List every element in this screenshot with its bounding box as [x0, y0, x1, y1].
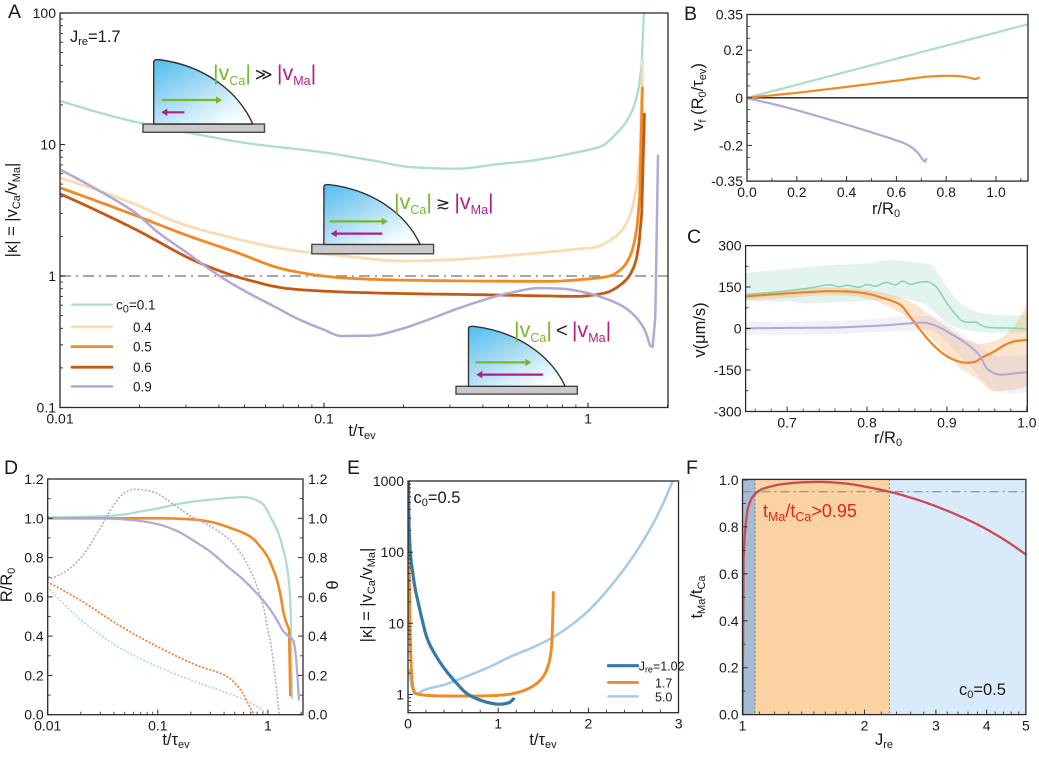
svg-text:|vCa|<|vMa|: |vCa| < |vMa|: [514, 318, 611, 345]
svg-text:R/R0: R/R0: [0, 568, 18, 603]
svg-text:0.8: 0.8: [308, 550, 328, 566]
svg-text:r/R0: r/R0: [874, 429, 902, 449]
svg-text:5: 5: [1022, 718, 1030, 734]
svg-text:3: 3: [675, 716, 683, 732]
svg-text:|κ| = |vCa/vMa|: |κ| = |vCa/vMa|: [358, 548, 378, 643]
svg-text:0.0: 0.0: [24, 707, 44, 723]
svg-text:0: 0: [734, 321, 742, 337]
svg-text:Jre=1.7: Jre=1.7: [70, 28, 121, 48]
svg-text:0.2: 0.2: [719, 660, 739, 676]
svg-text:0.6: 0.6: [719, 566, 739, 582]
svg-text:0.4: 0.4: [133, 320, 152, 335]
svg-text:F: F: [686, 457, 698, 479]
svg-text:0.8: 0.8: [719, 519, 739, 535]
svg-text:|κ| = |vCa/vMa|: |κ| = |vCa/vMa|: [3, 163, 23, 258]
svg-text:0.5: 0.5: [133, 340, 152, 355]
svg-text:0.1: 0.1: [37, 400, 57, 416]
svg-text:0.8: 0.8: [936, 184, 956, 200]
svg-text:100: 100: [33, 5, 57, 21]
svg-text:1.7: 1.7: [655, 676, 672, 690]
svg-text:-0.35: -0.35: [711, 173, 743, 189]
svg-text:1: 1: [48, 268, 56, 284]
svg-text:1000: 1000: [373, 473, 404, 489]
svg-text:tMa/tCa>0.95: tMa/tCa>0.95: [763, 501, 857, 524]
svg-text:0.1: 0.1: [148, 718, 168, 734]
svg-text:E: E: [347, 457, 360, 479]
svg-text:10: 10: [40, 137, 56, 153]
svg-text:0.6: 0.6: [887, 184, 907, 200]
svg-text:0.4: 0.4: [837, 184, 857, 200]
svg-text:0.6: 0.6: [133, 360, 152, 375]
svg-text:-300: -300: [714, 404, 742, 420]
svg-text:1: 1: [396, 687, 404, 703]
svg-text:0.2: 0.2: [24, 667, 44, 683]
svg-text:1.0: 1.0: [1017, 415, 1037, 431]
svg-text:0.01: 0.01: [34, 718, 61, 734]
svg-text:5.0: 5.0: [655, 690, 672, 704]
svg-text:2: 2: [585, 716, 593, 732]
svg-text:A: A: [8, 1, 21, 23]
svg-text:1: 1: [494, 716, 502, 732]
svg-text:1.2: 1.2: [308, 471, 328, 487]
svg-text:150: 150: [718, 279, 742, 295]
svg-text:3: 3: [932, 718, 940, 734]
svg-text:0.2: 0.2: [308, 667, 328, 683]
svg-text:|vCa|≳|vMa|: |vCa| ≳ |vMa|: [394, 190, 494, 217]
svg-text:0.7: 0.7: [777, 415, 797, 431]
svg-text:0.1: 0.1: [314, 411, 334, 427]
svg-text:0: 0: [735, 90, 743, 106]
svg-text:2: 2: [861, 718, 869, 734]
svg-text:1: 1: [264, 718, 272, 734]
svg-text:300: 300: [718, 238, 742, 254]
svg-text:10: 10: [388, 615, 404, 631]
svg-text:0.4: 0.4: [719, 613, 739, 629]
svg-text:B: B: [684, 3, 697, 25]
svg-text:1.0: 1.0: [986, 184, 1006, 200]
svg-text:0.01: 0.01: [46, 411, 73, 427]
svg-text:4: 4: [983, 718, 991, 734]
svg-text:|vCa|≫|vMa|: |vCa| ≫ |vMa|: [213, 61, 316, 88]
svg-text:0.4: 0.4: [308, 628, 328, 644]
svg-text:0.6: 0.6: [24, 589, 44, 605]
svg-text:-0.2: -0.2: [719, 137, 743, 153]
svg-text:0.6: 0.6: [308, 589, 328, 605]
svg-text:1.0: 1.0: [24, 510, 44, 526]
svg-text:0.0: 0.0: [719, 707, 739, 723]
svg-text:1: 1: [739, 718, 747, 734]
svg-text:1: 1: [584, 411, 592, 427]
svg-text:r/R0: r/R0: [872, 200, 900, 220]
svg-text:θ: θ: [324, 580, 342, 589]
svg-text:c0=0.5: c0=0.5: [959, 681, 1006, 701]
svg-text:v(μm/s): v(μm/s): [691, 302, 709, 357]
svg-text:-150: -150: [714, 362, 742, 378]
svg-text:1.0: 1.0: [719, 472, 739, 488]
svg-text:0.35: 0.35: [716, 7, 743, 23]
svg-text:0.2: 0.2: [724, 42, 744, 58]
svg-text:0.4: 0.4: [24, 628, 44, 644]
svg-text:0.9: 0.9: [133, 379, 152, 394]
svg-text:1.2: 1.2: [24, 471, 44, 487]
svg-text:C: C: [687, 226, 701, 248]
svg-text:0.8: 0.8: [24, 550, 44, 566]
svg-text:100: 100: [381, 544, 405, 560]
svg-text:0.0: 0.0: [308, 707, 328, 723]
svg-text:0.9: 0.9: [937, 415, 957, 431]
svg-text:c0=0.5: c0=0.5: [414, 489, 461, 509]
svg-text:0: 0: [404, 716, 412, 732]
svg-text:0.2: 0.2: [787, 184, 807, 200]
svg-text:D: D: [4, 457, 18, 479]
svg-text:1.0: 1.0: [308, 510, 328, 526]
svg-text:0.8: 0.8: [857, 415, 877, 431]
svg-text:0.0: 0.0: [737, 184, 757, 200]
